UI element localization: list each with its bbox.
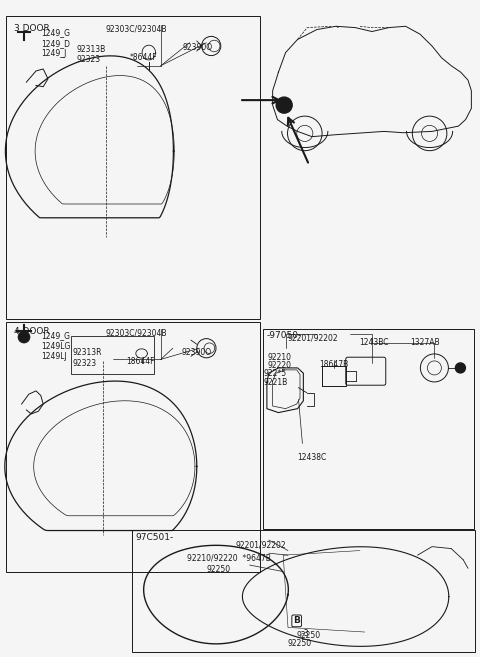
Text: 92303C/92304B: 92303C/92304B [106, 25, 167, 34]
Bar [6, 322, 260, 572]
Text: 1327AB: 1327AB [410, 338, 440, 348]
Text: -97050-: -97050- [266, 331, 301, 340]
Text: 92313B
92323: 92313B 92323 [77, 45, 106, 64]
Circle shape [276, 97, 292, 113]
Text: 92313R
92323: 92313R 92323 [73, 348, 102, 368]
Text: -3: -3 [301, 629, 309, 638]
Text: 92220: 92220 [268, 361, 292, 371]
Text: 18647B: 18647B [319, 360, 348, 369]
Text: 92390O: 92390O [182, 43, 213, 52]
Text: 92390O: 92390O [181, 348, 212, 357]
Text: B: B [293, 616, 300, 625]
Bar [263, 328, 474, 529]
Text: 92210: 92210 [268, 353, 292, 362]
Circle shape [18, 331, 30, 343]
Text: 97C501-: 97C501- [135, 533, 174, 543]
Text: 92250: 92250 [297, 631, 321, 640]
Text: 92201/92202: 92201/92202 [288, 334, 338, 343]
Text: 18644F: 18644F [126, 357, 154, 366]
Text: 92210/92220  *9647B: 92210/92220 *9647B [187, 553, 271, 562]
Text: 4 DOOR: 4 DOOR [14, 327, 50, 336]
Text: 1249_G
1249_D
1249_J: 1249_G 1249_D 1249_J [41, 28, 70, 58]
Text: 1249_G
1249LG
1249LJ: 1249_G 1249LG 1249LJ [41, 331, 70, 361]
Bar [6, 16, 260, 319]
Text: 9221B: 9221B [264, 378, 288, 387]
Text: 3 DOOR: 3 DOOR [14, 24, 50, 33]
Text: 12438C: 12438C [298, 453, 327, 463]
Circle shape [456, 363, 466, 373]
Text: 92250: 92250 [288, 639, 312, 648]
Bar [71, 336, 154, 374]
Text: 92250: 92250 [206, 565, 230, 574]
Text: *8644F: *8644F [130, 53, 157, 62]
Text: 922*5: 922*5 [264, 369, 287, 378]
Bar [132, 530, 475, 652]
Text: 1243BC: 1243BC [359, 338, 388, 348]
Text: 92201/92202: 92201/92202 [235, 540, 286, 549]
Text: 92303C/92304B: 92303C/92304B [106, 328, 167, 338]
